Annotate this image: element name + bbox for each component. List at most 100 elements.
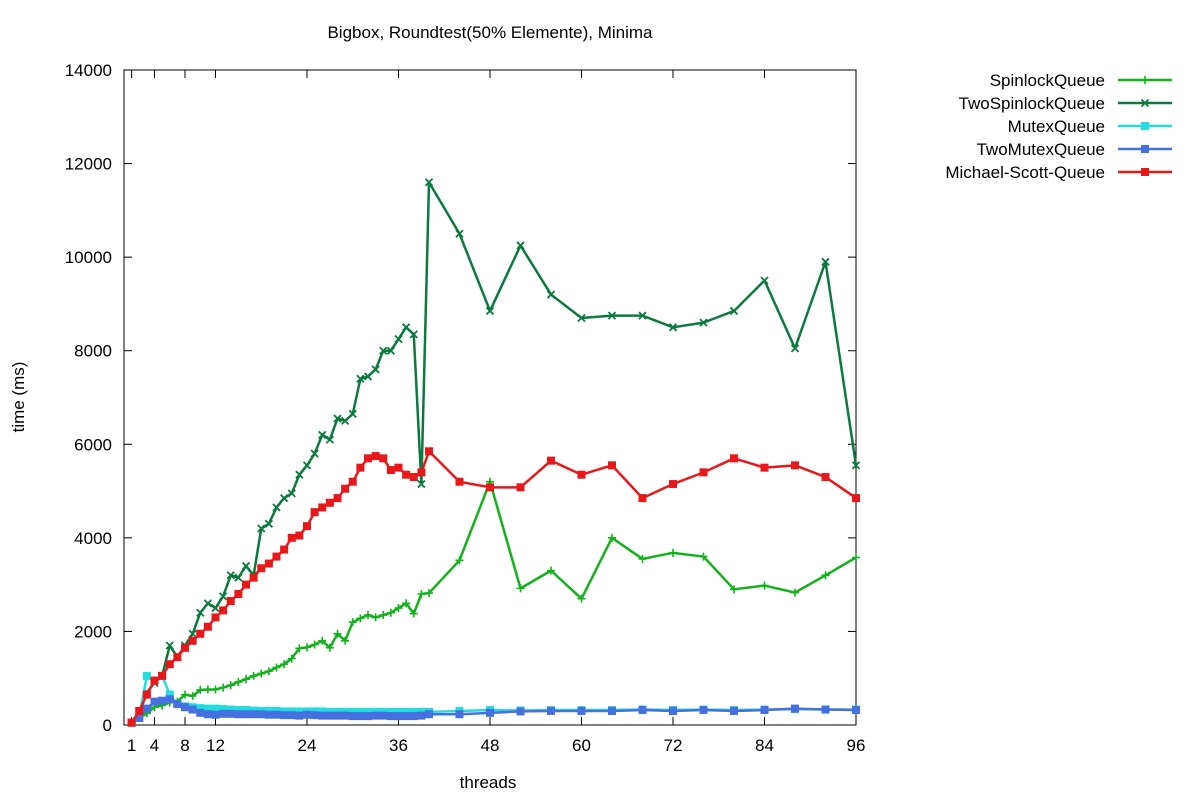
- data-point: [165, 690, 174, 699]
- data-point: [340, 416, 350, 426]
- data-point: [318, 503, 327, 512]
- legend-label: TwoMutexQueue: [976, 140, 1105, 159]
- data-point: [821, 473, 830, 482]
- data-point: [455, 477, 464, 486]
- data-point: [348, 477, 357, 486]
- data-point: [852, 553, 860, 562]
- data-point: [356, 463, 365, 472]
- data-point: [234, 677, 243, 686]
- data-point: [852, 494, 860, 503]
- legend-label: TwoSpinlockQueue: [959, 94, 1105, 113]
- data-point: [760, 276, 769, 285]
- data-point: [699, 552, 708, 561]
- data-point: [379, 346, 388, 355]
- data-point: [181, 643, 189, 652]
- data-point: [364, 454, 372, 463]
- data-point: [486, 708, 494, 717]
- data-point: [150, 676, 159, 685]
- y-axis-label: time (ms): [9, 362, 28, 433]
- data-point: [226, 571, 235, 580]
- data-point: [821, 571, 830, 580]
- data-point: [211, 710, 220, 719]
- data-point: [791, 588, 799, 597]
- data-point: [699, 468, 708, 477]
- data-point: [257, 564, 266, 573]
- data-point: [272, 710, 281, 719]
- data-point: [356, 374, 365, 383]
- y-tick-label: 14000: [65, 61, 112, 80]
- data-point: [730, 706, 738, 715]
- data-point: [272, 663, 281, 672]
- data-point: [264, 667, 273, 676]
- data-point: [142, 671, 151, 680]
- data-point: [325, 435, 335, 444]
- data-point: [364, 707, 372, 716]
- legend-label: MutexQueue: [1008, 117, 1105, 136]
- data-point: [760, 463, 769, 472]
- data-point: [280, 660, 289, 669]
- data-point: [341, 484, 350, 493]
- data-point: [417, 590, 426, 598]
- data-point: [516, 707, 525, 716]
- data-point: [203, 704, 212, 713]
- data-point: [203, 622, 212, 631]
- data-point: [760, 706, 769, 715]
- data-point: [211, 603, 220, 613]
- data-point: [669, 548, 677, 557]
- data-point: [394, 707, 403, 716]
- x-tick-label: 48: [481, 736, 500, 755]
- data-point: [142, 704, 151, 713]
- data-point: [211, 704, 220, 713]
- data-point: [394, 604, 403, 613]
- data-point: [188, 705, 197, 714]
- data-point: [608, 706, 616, 715]
- data-point: [242, 710, 250, 719]
- data-point: [295, 470, 304, 479]
- data-point: [127, 718, 136, 727]
- data-point: [608, 533, 616, 542]
- data-point: [188, 629, 197, 638]
- data-point: [577, 470, 586, 479]
- data-point: [234, 590, 243, 598]
- data-point: [242, 675, 250, 684]
- x-tick-label: 72: [664, 736, 683, 755]
- data-point: [226, 681, 235, 690]
- data-point: [409, 330, 418, 339]
- data-point: [295, 644, 304, 653]
- data-point: [516, 584, 525, 593]
- data-point: [669, 706, 677, 715]
- data-point: [325, 711, 334, 720]
- legend-marker: [1140, 98, 1150, 108]
- data-point: [196, 708, 205, 717]
- data-point: [669, 480, 677, 489]
- data-point: [386, 608, 395, 617]
- data-point: [379, 454, 388, 463]
- data-point: [356, 614, 365, 623]
- data-point: [394, 712, 403, 721]
- data-point: [409, 609, 418, 618]
- data-point: [135, 706, 144, 715]
- data-point: [821, 257, 830, 266]
- data-point: [173, 699, 182, 708]
- data-point: [577, 594, 586, 603]
- x-tick-label: 8: [180, 736, 189, 755]
- data-point: [417, 468, 426, 477]
- x-tick-label: 36: [389, 736, 408, 755]
- data-point: [196, 629, 205, 638]
- data-point: [287, 711, 296, 720]
- data-point: [318, 430, 327, 440]
- data-point: [181, 690, 189, 699]
- data-point: [363, 372, 373, 381]
- y-tick-label: 12000: [65, 155, 112, 174]
- data-point: [142, 690, 151, 699]
- data-point: [241, 561, 251, 571]
- data-point: [668, 323, 678, 332]
- data-point: [402, 599, 411, 608]
- x-tick-label: 1: [127, 736, 136, 755]
- data-point: [150, 697, 159, 706]
- data-point: [234, 706, 243, 715]
- data-point: [303, 710, 311, 719]
- data-point: [851, 461, 861, 470]
- data-point: [310, 711, 319, 720]
